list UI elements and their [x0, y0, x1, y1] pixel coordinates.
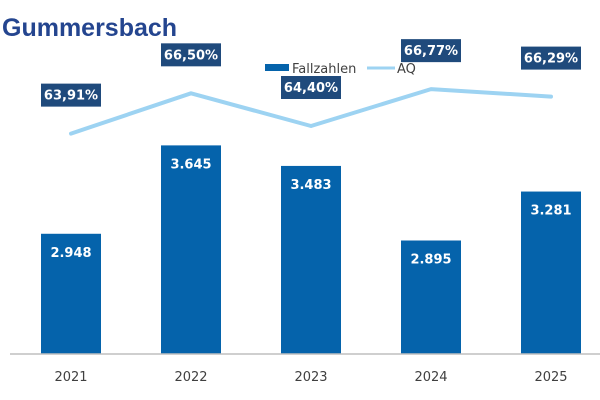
bar-label-2023: 3.483 — [290, 178, 331, 193]
legend-label-aq: AQ — [397, 62, 416, 77]
aq-label-box-2025 — [521, 46, 581, 70]
aq-label-2025: 66,29% — [524, 52, 578, 67]
legend-swatch-fallzahlen — [265, 64, 289, 71]
bar-2025 — [521, 191, 581, 354]
x-tick-2023: 2023 — [294, 370, 327, 385]
aq-label-box-2022 — [161, 43, 221, 67]
x-tick-2022: 2022 — [174, 370, 207, 385]
x-tick-2021: 2021 — [54, 370, 87, 385]
aq-label-box-2021 — [41, 83, 101, 107]
page-title: Gummersbach — [2, 14, 178, 42]
aq-label-2024: 66,77% — [404, 44, 458, 59]
aq-label-box-2023 — [281, 76, 341, 99]
aq-label-2022: 66,50% — [164, 48, 218, 63]
legend: Fallzahlen AQ — [265, 62, 416, 77]
bar-2022 — [161, 145, 221, 354]
bar-2023 — [281, 165, 341, 354]
legend-label-fallzahlen: Fallzahlen — [292, 62, 356, 77]
bar-label-2024: 2.895 — [410, 252, 451, 267]
bar-label-2022: 3.645 — [170, 157, 211, 172]
x-tick-2024: 2024 — [414, 370, 447, 385]
aq-label-2023: 64,40% — [284, 81, 338, 96]
bar-label-2021: 2.948 — [50, 246, 91, 261]
x-tick-2025: 2025 — [534, 370, 567, 385]
bar-label-2025: 3.281 — [530, 204, 571, 219]
aq-line — [69, 87, 553, 136]
bar-2024 — [401, 240, 461, 354]
aq-label-2021: 63,91% — [44, 89, 98, 104]
aq-label-box-2024 — [401, 39, 461, 63]
bar-2021 — [41, 233, 101, 354]
